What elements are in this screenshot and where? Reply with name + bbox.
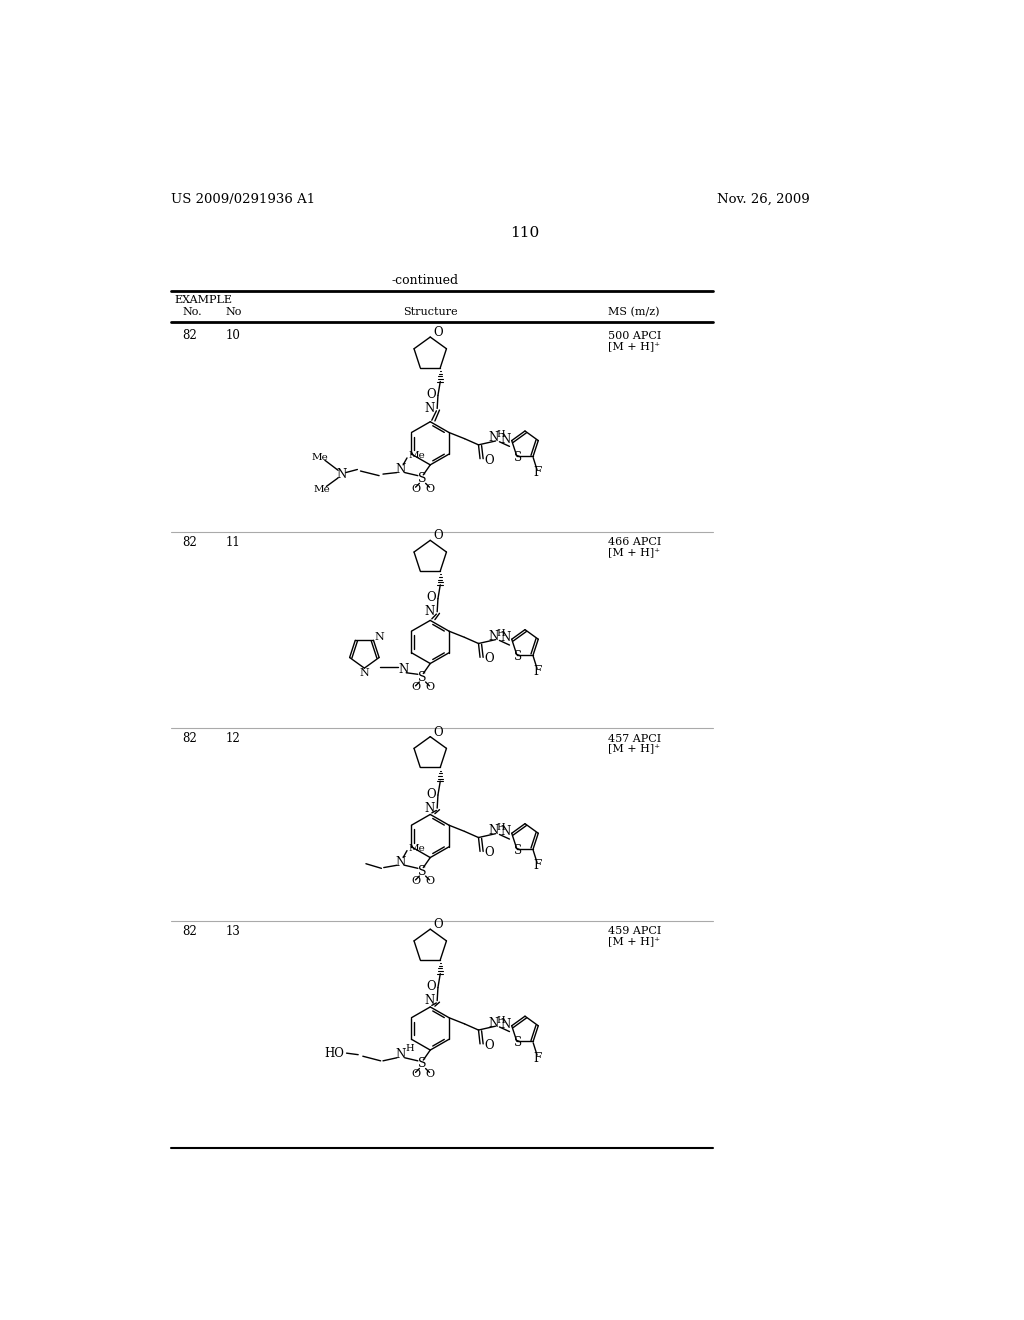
Text: H: H [497, 1015, 505, 1024]
Text: O: O [433, 529, 443, 543]
Text: Structure: Structure [402, 308, 458, 317]
Text: S: S [418, 671, 427, 684]
Text: N: N [424, 994, 434, 1007]
Text: S: S [418, 865, 427, 878]
Text: Me: Me [313, 484, 330, 494]
Text: 459 APCI: 459 APCI [608, 927, 662, 936]
Text: Me: Me [409, 451, 425, 461]
Text: H: H [497, 630, 505, 638]
Text: 10: 10 [225, 330, 241, 342]
Text: F: F [532, 466, 542, 479]
Text: N: N [488, 630, 499, 643]
Text: N: N [424, 801, 434, 814]
Text: O: O [426, 788, 436, 801]
Text: 82: 82 [182, 924, 197, 937]
Text: N: N [501, 825, 511, 838]
Text: O: O [426, 591, 436, 605]
Text: 82: 82 [182, 330, 197, 342]
Text: 11: 11 [225, 536, 241, 549]
Text: N: N [359, 668, 370, 677]
Text: EXAMPLE: EXAMPLE [174, 296, 232, 305]
Text: O: O [426, 981, 436, 993]
Text: Me: Me [409, 843, 425, 853]
Text: N: N [488, 432, 499, 445]
Text: O: O [411, 876, 420, 887]
Text: N: N [424, 606, 434, 618]
Text: 13: 13 [225, 924, 241, 937]
Text: O: O [411, 483, 420, 494]
Text: S: S [418, 1057, 427, 1071]
Text: 110: 110 [510, 226, 540, 240]
Text: N: N [337, 467, 347, 480]
Text: N: N [398, 663, 409, 676]
Text: N: N [395, 463, 406, 477]
Text: [M + H]⁺: [M + H]⁺ [608, 936, 660, 946]
Text: N: N [501, 1018, 511, 1031]
Text: N: N [395, 1048, 406, 1061]
Text: S: S [513, 649, 521, 663]
Text: O: O [484, 454, 494, 467]
Text: O: O [484, 846, 494, 859]
Text: H: H [406, 1044, 414, 1053]
Text: No.: No. [182, 308, 202, 317]
Text: F: F [532, 1052, 542, 1065]
Text: Nov. 26, 2009: Nov. 26, 2009 [717, 193, 810, 206]
Text: O: O [425, 876, 434, 887]
Text: S: S [513, 843, 521, 857]
Text: O: O [425, 483, 434, 494]
Text: Me: Me [312, 453, 329, 462]
Text: O: O [433, 726, 443, 739]
Text: 466 APCI: 466 APCI [608, 537, 662, 548]
Text: O: O [484, 652, 494, 665]
Text: [M + H]⁺: [M + H]⁺ [608, 341, 660, 351]
Text: H: H [497, 430, 505, 440]
Text: N: N [501, 433, 511, 446]
Text: O: O [433, 326, 443, 339]
Text: O: O [426, 388, 436, 401]
Text: O: O [425, 682, 434, 693]
Text: -continued: -continued [391, 275, 459, 286]
Text: N: N [424, 403, 434, 414]
Text: S: S [513, 1036, 521, 1049]
Text: No: No [225, 308, 242, 317]
Text: S: S [513, 451, 521, 465]
Text: US 2009/0291936 A1: US 2009/0291936 A1 [171, 193, 314, 206]
Text: N: N [375, 632, 385, 643]
Text: 12: 12 [225, 733, 241, 744]
Text: O: O [425, 1069, 434, 1078]
Text: O: O [433, 917, 443, 931]
Text: O: O [484, 1039, 494, 1052]
Text: O: O [411, 1069, 420, 1078]
Text: 82: 82 [182, 733, 197, 744]
Text: N: N [488, 1016, 499, 1030]
Text: F: F [532, 859, 542, 873]
Text: [M + H]⁺: [M + H]⁺ [608, 743, 660, 754]
Text: O: O [411, 682, 420, 693]
Text: F: F [532, 665, 542, 678]
Text: S: S [418, 473, 427, 486]
Text: H: H [497, 824, 505, 832]
Text: N: N [488, 824, 499, 837]
Text: MS (m/z): MS (m/z) [608, 308, 660, 317]
Text: N: N [501, 631, 511, 644]
Text: HO: HO [325, 1047, 344, 1060]
Text: 82: 82 [182, 536, 197, 549]
Text: [M + H]⁺: [M + H]⁺ [608, 548, 660, 557]
Text: 500 APCI: 500 APCI [608, 331, 662, 341]
Text: N: N [395, 855, 406, 869]
Text: 457 APCI: 457 APCI [608, 734, 662, 743]
